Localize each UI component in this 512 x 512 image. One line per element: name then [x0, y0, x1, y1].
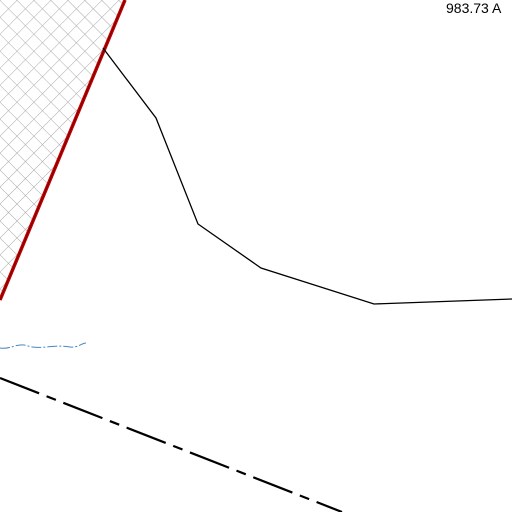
contour-line [102, 47, 512, 305]
stream-line [0, 342, 87, 349]
map-label: 983.73 A [446, 0, 502, 16]
dash-dot-line [0, 376, 343, 512]
